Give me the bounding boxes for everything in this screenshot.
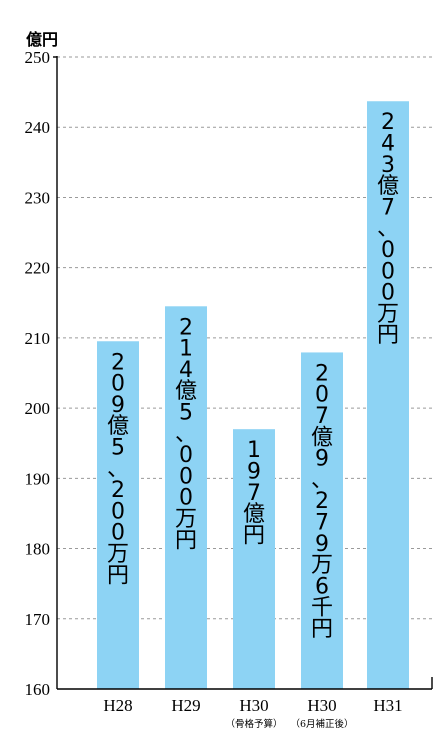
y-unit-label: 億円 (26, 30, 58, 49)
y-tick-label: 250 (25, 48, 51, 67)
bar-value-label: 2 4 3 億 7、 0 0 0 万円 (377, 110, 399, 348)
y-tick-label: 200 (25, 399, 51, 418)
x-category-sublabel: （骨格予算） (225, 718, 282, 730)
y-tick-label: 230 (25, 188, 51, 207)
x-category-label: H31 (373, 696, 402, 715)
y-tick-label: 210 (25, 329, 51, 348)
y-tick-label: 180 (25, 540, 51, 559)
bar-value-label: 1 9 7 億円 (243, 438, 265, 548)
bar (97, 341, 139, 689)
x-category-label: H29 (171, 696, 200, 715)
bar (367, 101, 409, 690)
y-tick-labels: 160 170 180 190 200 210 220 230 240 250 (25, 48, 51, 699)
axes (53, 56, 433, 690)
y-tick-label: 240 (25, 118, 51, 137)
bar-value-label: 2 1 4 億 5、 0 0 0 万円 (175, 315, 197, 553)
bar (165, 306, 207, 689)
y-tick-label: 170 (25, 610, 51, 629)
bar-value-label: 2 0 7 億 9、 2 7 9 万 6 千円 (311, 361, 333, 642)
bar-value-label: 2 0 9 億 5、 2 0 0 万円 (107, 350, 129, 588)
x-category-label: H30 (239, 696, 268, 715)
x-category-labels: H28 H29 H30 （骨格予算） H30 （6月補正後） H31 (103, 696, 402, 730)
bar-value-labels: 2 0 9 億 5、 2 0 0 万円 2 1 4 億 5、 0 0 0 万円 1 9 7 億円 2 0 7 億 9、 2 7 9 万 6 千円… (107, 110, 399, 642)
bar (301, 352, 343, 689)
x-category-sublabel: （6月補正後） (290, 718, 353, 730)
bars (97, 101, 409, 690)
x-category-label: H28 (103, 696, 132, 715)
y-tick-label: 160 (25, 680, 51, 699)
x-category-label: H30 (307, 696, 336, 715)
y-tick-label: 190 (25, 469, 51, 488)
bar (233, 429, 275, 689)
y-tick-label: 220 (25, 259, 51, 278)
